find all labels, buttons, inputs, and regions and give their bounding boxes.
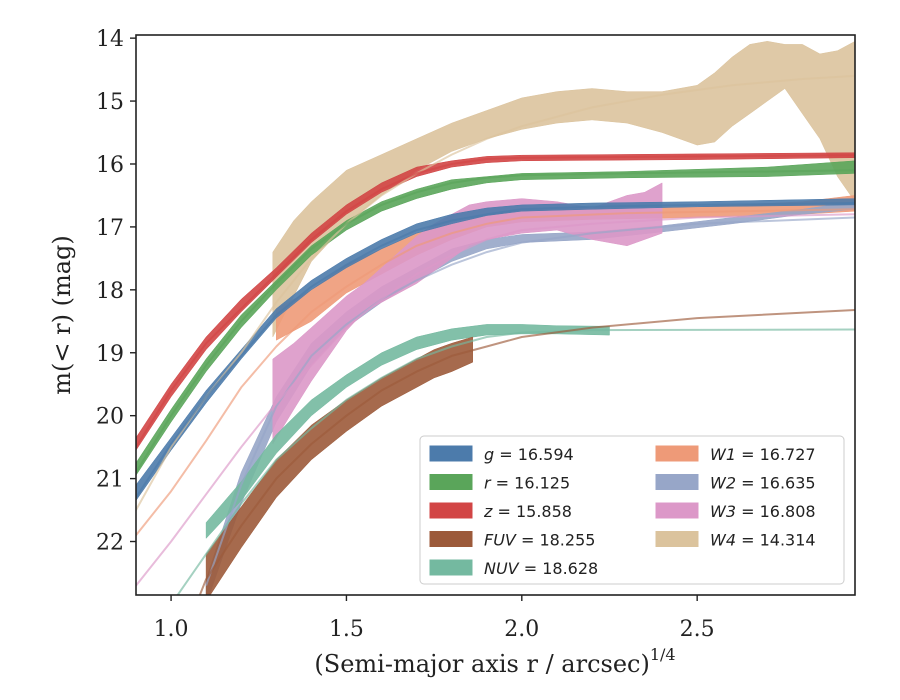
legend-swatch-g <box>429 445 473 462</box>
y-tick-label-1: 15 <box>96 90 124 115</box>
model-curve-r <box>136 169 855 473</box>
y-axis-ticks: 14 15 16 17 18 19 20 21 22 <box>96 27 136 556</box>
legend-label-z: z = 15.858 <box>483 502 572 521</box>
x-tick-label-1: 1.5 <box>329 617 364 642</box>
legend-box <box>419 435 845 585</box>
legend-label-g: g = 16.594 <box>484 445 574 464</box>
band-fuv <box>205 336 473 595</box>
band-z <box>136 152 855 451</box>
y-tick-label-3: 17 <box>96 216 124 241</box>
y-tick-label-4: 18 <box>96 279 124 304</box>
y-tick-label-8: 22 <box>96 531 124 556</box>
legend-swatch-r <box>429 474 473 490</box>
model-curve-nuv <box>176 328 855 595</box>
legend-swatch-w3 <box>655 502 699 519</box>
y-tick-label-6: 20 <box>96 405 124 430</box>
band-g <box>136 198 855 502</box>
legend-label-nuv: NUV = 18.628 <box>484 559 598 578</box>
legend-label-w1: W1 = 16.727 <box>710 445 816 464</box>
model-curve-w1 <box>136 208 855 536</box>
legend-label-w2: W2 = 16.635 <box>710 474 816 493</box>
y-tick-label-0: 14 <box>96 27 124 52</box>
model-curves <box>136 74 855 595</box>
legend-label-w3: W3 = 16.808 <box>710 502 816 521</box>
x-tick-label-2: 2.0 <box>504 617 539 642</box>
legend-swatch-z <box>429 502 473 519</box>
legend-swatch-w2 <box>655 474 699 490</box>
plot-frame <box>135 34 856 596</box>
y-tick-label-5: 19 <box>96 342 124 367</box>
x-axis-label: (Semi-major axis r / arcsec)1/4 <box>314 645 675 678</box>
model-curve-w2 <box>205 216 855 586</box>
x-axis-ticks: 1.0 1.5 2.0 2.5 <box>154 595 715 642</box>
x-tick-label-0: 1.0 <box>154 617 189 642</box>
legend-swatch-fuv <box>429 531 473 547</box>
legend-label-fuv: FUV = 18.255 <box>484 531 595 550</box>
legend-swatch-w4 <box>655 531 699 547</box>
legend: g = 16.594 r = 16.125 z = 15.858 FUV = 18.2… <box>419 435 845 585</box>
model-curve-z <box>136 154 855 448</box>
model-curve-w3 <box>136 213 855 587</box>
band-nuv <box>205 324 610 540</box>
y-tick-label-7: 21 <box>96 468 124 493</box>
legend-swatch-nuv <box>429 559 473 576</box>
x-tick-label-3: 2.5 <box>680 617 715 642</box>
model-curve-g <box>136 202 855 499</box>
x-axis-label-exponent: 1/4 <box>650 645 676 664</box>
y-tick-label-2: 16 <box>96 153 124 178</box>
legend-swatch-w1 <box>655 445 699 462</box>
legend-label-w4: W4 = 14.314 <box>710 531 816 550</box>
band-r <box>136 160 855 476</box>
y-axis-label: m(< r) (mag) <box>48 235 76 394</box>
model-curve-fuv <box>198 309 855 595</box>
legend-label-r: r = 16.125 <box>484 474 570 493</box>
